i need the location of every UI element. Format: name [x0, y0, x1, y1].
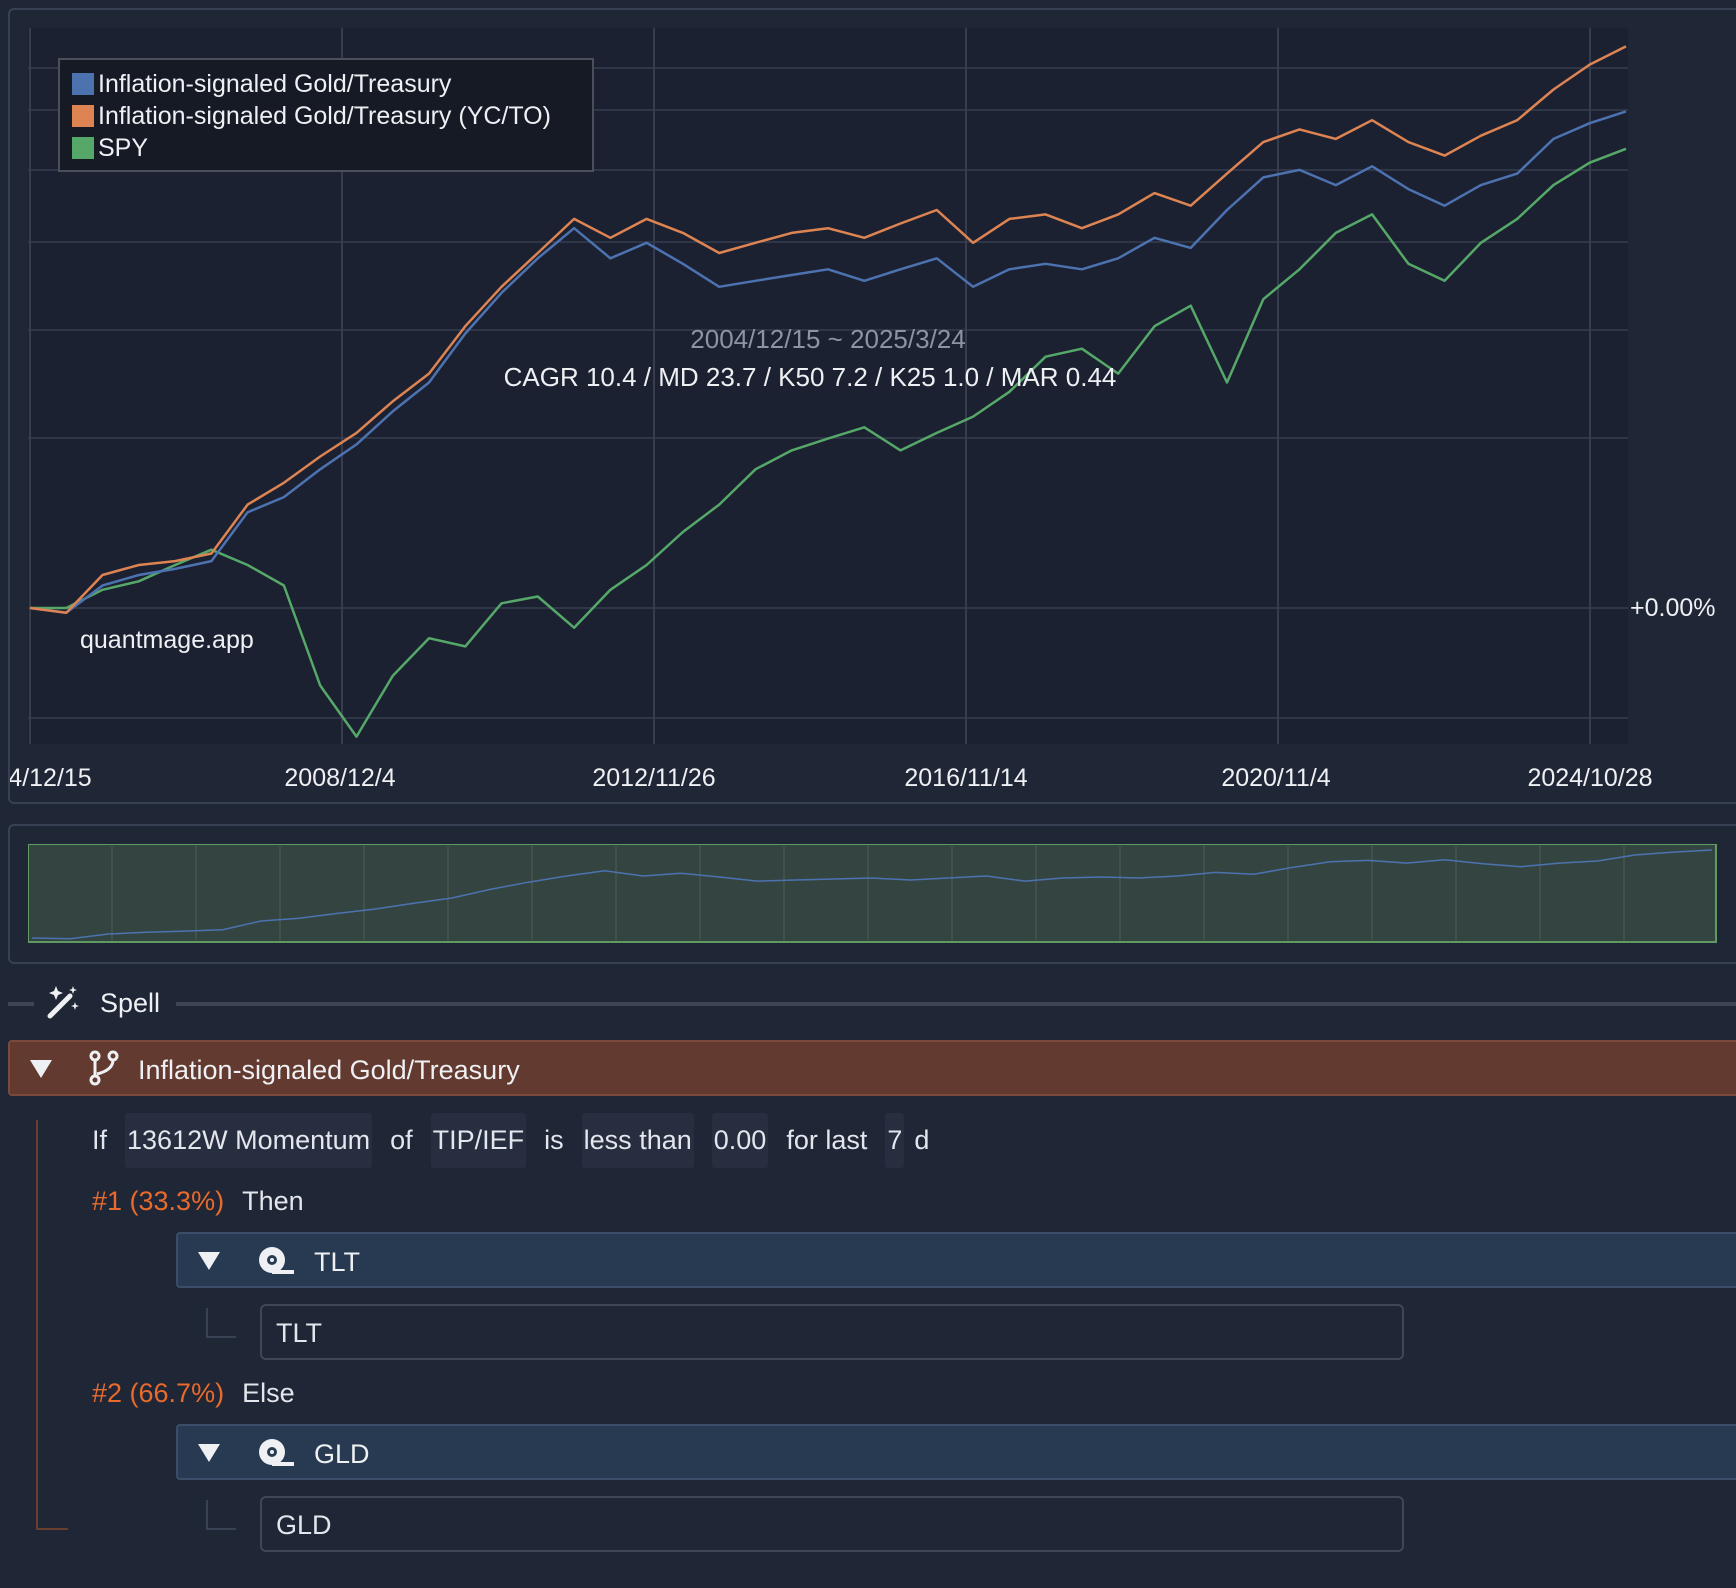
branch-label: #2 (66.7%) Else [92, 1378, 295, 1409]
navigator-selection[interactable] [28, 844, 1717, 943]
baseline-label: +0.00% [1630, 594, 1716, 622]
asset-tape-icon [259, 1247, 294, 1274]
branch-label: #1 (33.3%) Then [92, 1186, 304, 1217]
is-keyword: is [544, 1124, 564, 1155]
collapse-caret-icon[interactable] [198, 1252, 220, 1270]
branch-weight-tag: #2 (66.7%) [92, 1378, 225, 1408]
for-last-keyword: for last [786, 1124, 868, 1155]
asset-title[interactable]: GLD [314, 1439, 370, 1469]
legend-swatch [72, 105, 94, 127]
range-navigator-panel [8, 824, 1736, 964]
tree-connector-line [36, 1120, 38, 1530]
asset-tape-icon [259, 1439, 294, 1466]
branch-weight-tag: #1 (33.3%) [92, 1186, 225, 1216]
x-axis-ticks: 4/12/15 2008/12/4 2012/11/26 2016/11/14 2020… [10, 764, 1653, 792]
tree-connector-line [36, 1528, 68, 1530]
range-navigator[interactable] [28, 844, 1718, 944]
branch-keyword: Then [242, 1186, 304, 1216]
legend-item[interactable]: SPY [72, 132, 592, 164]
of-keyword: of [390, 1124, 413, 1155]
strategy-header[interactable]: Inflation-signaled Gold/Treasury [8, 1040, 1736, 1096]
asset-title[interactable]: TLT [314, 1247, 360, 1277]
collapse-caret-icon[interactable] [198, 1444, 220, 1462]
series-line-2[interactable] [29, 45, 1627, 615]
divider-line [176, 1002, 1736, 1006]
ticker-input[interactable]: TIP/IEF [430, 1112, 527, 1168]
collapse-caret-icon[interactable] [30, 1060, 52, 1078]
branch-icon [89, 1050, 119, 1086]
x-tick-label: 2016/11/14 [904, 764, 1027, 792]
navigator-series-line [31, 849, 1713, 940]
x-tick-label: 2012/11/26 [592, 764, 715, 792]
condition-row: If 13612W Momentum of TIP/IEF is less th… [92, 1112, 947, 1168]
x-tick-label: 2008/12/4 [284, 764, 395, 792]
series-line-3[interactable] [30, 147, 1627, 738]
chart-legend: Inflation-signaled Gold/Treasury Inflati… [58, 58, 594, 172]
comparator-select[interactable]: less than [581, 1112, 694, 1168]
chart-series [29, 45, 1627, 738]
legend-swatch [72, 137, 94, 159]
tree-connector-line [206, 1500, 236, 1530]
performance-chart-panel: 2004/12/15 ~ 2025/3/24 CAGR 10.4 / MD 23… [8, 8, 1736, 804]
threshold-input[interactable]: 0.00 [711, 1112, 769, 1168]
x-tick-label: 4/12/15 [10, 764, 92, 792]
tree-connector-line [206, 1308, 236, 1338]
ticker-field[interactable]: GLD [260, 1496, 1404, 1552]
legend-item[interactable]: Inflation-signaled Gold/Treasury (YC/TO) [72, 100, 592, 132]
legend-label: SPY [98, 133, 149, 162]
branch-keyword: Else [242, 1378, 295, 1408]
legend-label: Inflation-signaled Gold/Treasury [98, 69, 452, 98]
series-line-1[interactable] [29, 110, 1627, 615]
ticker-field[interactable]: TLT [260, 1304, 1404, 1360]
indicator-select[interactable]: 13612W Momentum [125, 1112, 373, 1168]
days-input[interactable]: 7 [885, 1112, 905, 1168]
asset-header[interactable]: GLD [176, 1424, 1736, 1480]
asset-header[interactable]: TLT [176, 1232, 1736, 1288]
strategy-title[interactable]: Inflation-signaled Gold/Treasury [138, 1055, 520, 1085]
chart-watermark: quantmage.app [80, 626, 254, 654]
navigator-grid [111, 846, 1625, 940]
chart-stats: CAGR 10.4 / MD 23.7 / K50 7.2 / K25 1.0 … [504, 362, 1117, 392]
divider-line [8, 1002, 34, 1006]
legend-item[interactable]: Inflation-signaled Gold/Treasury [72, 68, 592, 100]
x-tick-label: 2020/11/4 [1221, 764, 1330, 792]
chart-date-range: 2004/12/15 ~ 2025/3/24 [690, 324, 965, 354]
legend-label: Inflation-signaled Gold/Treasury (YC/TO) [98, 101, 551, 130]
legend-swatch [72, 73, 94, 95]
spell-section-divider: Spell [8, 978, 1736, 1028]
x-tick-label: 2024/10/28 [1527, 764, 1652, 792]
spell-label: Spell [100, 988, 161, 1018]
if-keyword: If [92, 1124, 108, 1155]
days-unit: d [914, 1124, 930, 1155]
magic-wand-icon [47, 986, 79, 1019]
